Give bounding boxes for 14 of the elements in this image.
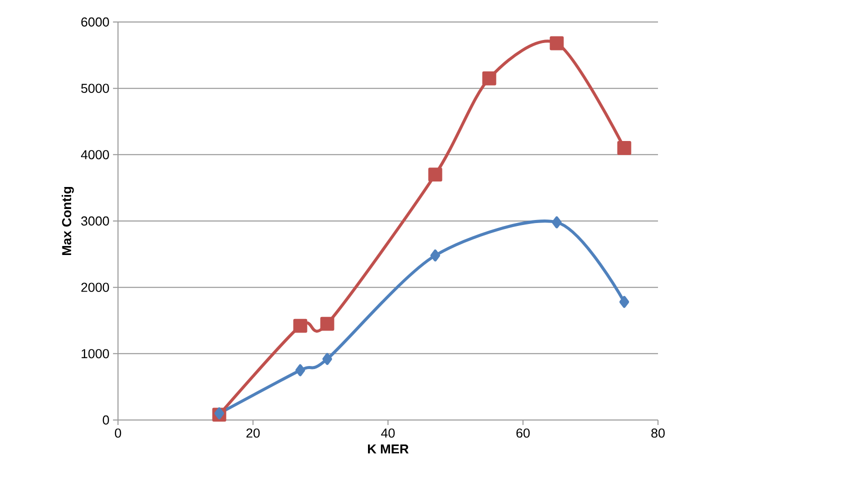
y-tick-label: 1000 (82, 349, 109, 358)
x-tick-label: 40 (381, 428, 395, 438)
x-tick-label: 0 (114, 428, 122, 438)
y-tick-label: 4000 (80, 150, 109, 160)
y-tick-label: 2000 (81, 282, 109, 292)
x-axis-title: K MER (368, 444, 409, 454)
x-tick-label: 60 (516, 428, 530, 438)
y-tick-label: 6000 (81, 17, 109, 27)
x-tick-label: 80 (651, 428, 665, 438)
y-tick-label: 5000 (81, 84, 109, 93)
x-tick-label: 20 (246, 428, 260, 438)
y-tick-label: 0 (102, 415, 109, 425)
y-axis-title: Max Contig (62, 186, 74, 256)
y-tick-label: 3000 (81, 216, 109, 226)
